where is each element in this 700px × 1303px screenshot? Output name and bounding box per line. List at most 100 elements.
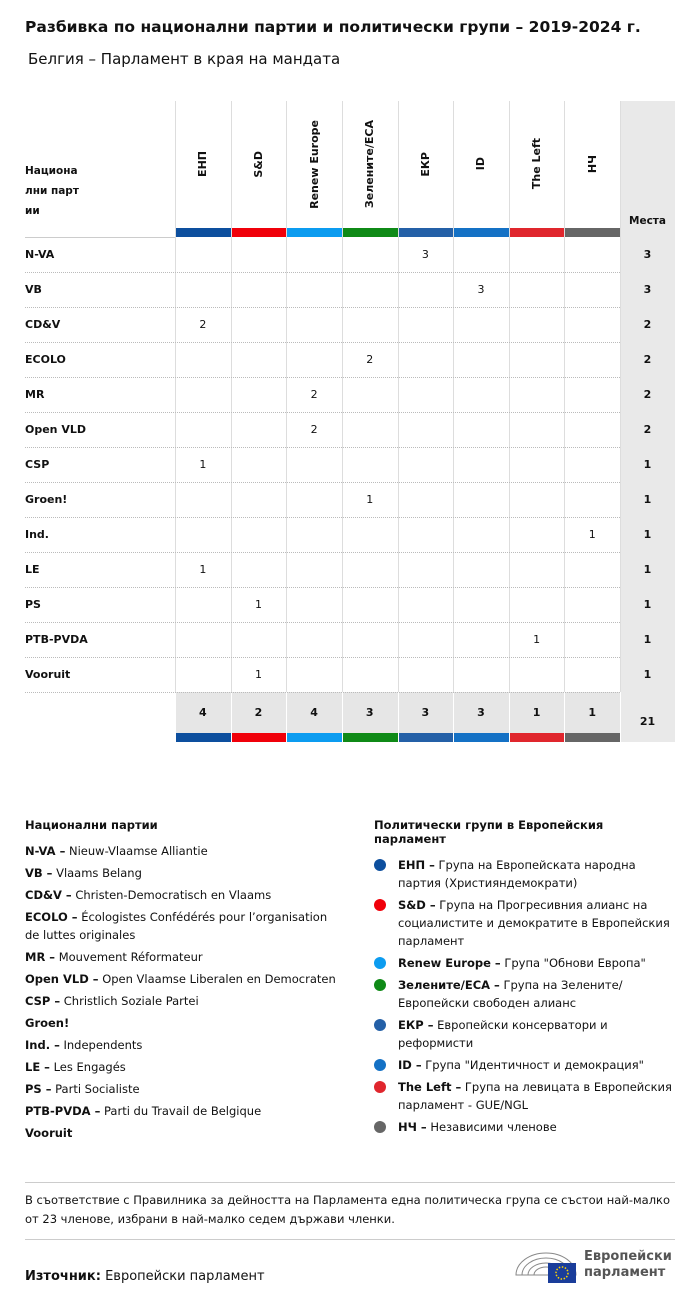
group-name: The Left [530, 138, 544, 190]
row-rule [25, 587, 620, 588]
legend-item: Ind. – Independents [25, 1036, 345, 1054]
group-color [565, 733, 620, 742]
row-rule [25, 447, 620, 448]
row-total: 2 [643, 388, 652, 401]
legend-item: НЧ – Независими членове [374, 1118, 674, 1136]
group-color [342, 228, 398, 237]
group-color [231, 228, 287, 237]
legend-abbr: ЕНП – [398, 858, 435, 872]
legend-full: Група "Обнови Европа" [504, 956, 646, 970]
legend-abbr: PS – [25, 1082, 52, 1096]
legend-full: Група "Идентичност и демокрация" [425, 1058, 644, 1072]
party-name: VB [25, 283, 42, 296]
group-total: 1 [532, 706, 541, 719]
legend-full: Група на Европейската народна партия (Хр… [398, 858, 636, 890]
group-total: 3 [421, 706, 430, 719]
group-name: ЕКР [418, 151, 432, 177]
legend-abbr: Vooruit [25, 1126, 73, 1140]
column-line [508, 101, 510, 692]
legend-full: Les Engagés [53, 1060, 126, 1074]
group-total: 4 [310, 706, 318, 719]
legend-full: Écologistes Confédérés pour l’organisati… [25, 910, 328, 942]
group-color [454, 228, 509, 237]
legend-abbr: The Left – [398, 1080, 462, 1094]
legend-item: Groen! [25, 1014, 345, 1032]
legend-abbr: VB – [25, 866, 53, 880]
corner-header: Национални партии [25, 165, 79, 217]
column-line [286, 692, 288, 742]
group-color [398, 228, 454, 237]
legend-dot [374, 859, 386, 871]
seats-column-bg [621, 101, 675, 742]
group-color [176, 733, 231, 742]
row-rule [25, 517, 620, 518]
legend-full: Christen-Democratisch en Vlaams [75, 888, 272, 902]
group-name: ID [474, 157, 488, 171]
legend-full: Европейски консерватори и реформисти [398, 1018, 608, 1050]
legend-abbr: MR – [25, 950, 56, 964]
legend-abbr: CSP – [25, 994, 61, 1008]
group-color [565, 228, 620, 237]
group-color [509, 733, 565, 742]
group-color [454, 733, 509, 742]
row-total: 3 [643, 283, 652, 296]
row-total: 1 [643, 668, 652, 681]
legend-abbr: CD&V – [25, 888, 72, 902]
legend-abbr: S&D – [398, 898, 436, 912]
row-rule [25, 272, 620, 273]
legend-abbr: N-VA – [25, 844, 66, 858]
seat-count: 1 [366, 493, 374, 506]
group-name: НЧ [585, 154, 599, 174]
legend-dot [374, 1019, 386, 1031]
column-line [341, 101, 343, 692]
seat-count: 1 [199, 458, 207, 471]
seat-count: 2 [366, 353, 374, 366]
group-header: Зелените/ЕСА [342, 111, 398, 217]
seat-count: 2 [310, 423, 318, 436]
seat-count: 2 [310, 388, 318, 401]
seat-count: 3 [477, 283, 485, 296]
row-rule [25, 482, 620, 483]
legend-item: CSP – Christlich Soziale Partei [25, 992, 345, 1010]
seat-count: 1 [254, 668, 262, 681]
seat-count: 1 [199, 563, 207, 576]
group-name: ЕНП [196, 151, 210, 177]
legend-item: S&D – Група на Прогресивния алианс на со… [374, 896, 674, 950]
party-name: Open VLD [25, 423, 86, 436]
party-name: CSP [25, 458, 50, 471]
seat-count: 1 [588, 528, 596, 541]
legend-item: ID – Група "Идентичност и демокрация" [374, 1056, 674, 1074]
party-name: PTB-PVDA [25, 633, 88, 646]
legend-dot [374, 957, 386, 969]
legend-item: PS – Parti Socialiste [25, 1080, 345, 1098]
group-color [231, 733, 287, 742]
legend-item: VB – Vlaams Belang [25, 864, 345, 882]
logo-text: Европейски парламент [584, 1249, 672, 1280]
legend-abbr: Зелените/ЕСА – [398, 978, 500, 992]
column-line [564, 692, 566, 742]
column-line [508, 692, 510, 742]
group-header: ID [453, 111, 509, 217]
group-total: 3 [477, 706, 485, 719]
row-total: 1 [643, 563, 652, 576]
column-line [175, 692, 176, 742]
title: Разбивка по национални партии и политиче… [25, 18, 641, 36]
legend-full: Parti Socialiste [55, 1082, 140, 1096]
legend-item: MR – Mouvement Réformateur [25, 948, 345, 966]
legend-heading: Национални партии [25, 818, 158, 832]
national-legend: Национални партии N-VA – Nieuw-Vlaamse A… [25, 818, 345, 1146]
legend-item: ЕНП – Група на Европейската народна парт… [374, 856, 674, 892]
column-line [453, 101, 455, 692]
legend-full: Christlich Soziale Partei [63, 994, 199, 1008]
row-rule [25, 657, 620, 658]
party-name: MR [25, 388, 45, 401]
row-rule [25, 622, 620, 623]
source: Източник: Европейски парламент [25, 1269, 265, 1284]
legend-dot [374, 979, 386, 991]
legend-item: Open VLD – Open Vlaamse Liberalen en Dem… [25, 970, 345, 988]
party-name: LE [25, 563, 40, 576]
column-line [620, 101, 621, 692]
legend-full: Независими членове [430, 1120, 557, 1134]
legend-full: Група на Зелените/Европейски свободен ал… [398, 978, 623, 1010]
